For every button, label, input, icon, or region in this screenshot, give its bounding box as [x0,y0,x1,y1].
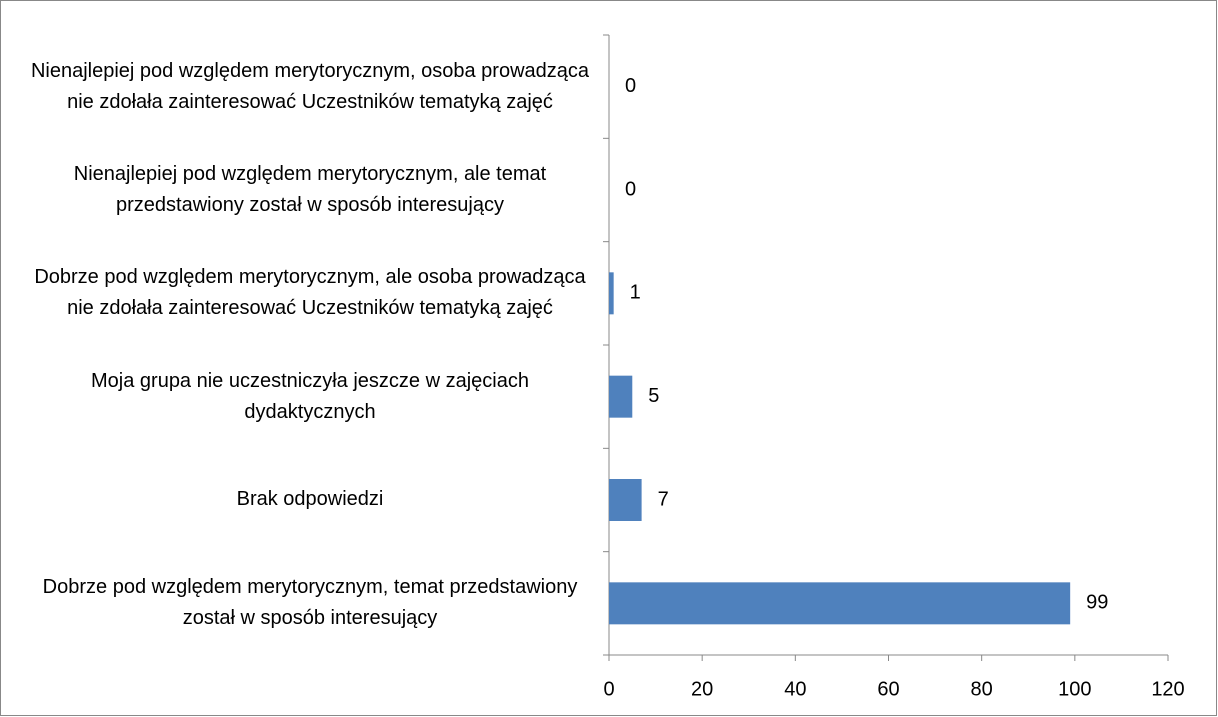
bar [609,582,1071,625]
bar [609,479,642,521]
x-tick-label: 120 [1151,678,1184,700]
value-label: 0 [625,75,636,97]
x-tick-label: 100 [1058,678,1091,700]
y-tick-label: Dobrze pod względem merytorycznym, ale o… [34,266,586,320]
y-tick-label: Moja grupa nie uczestniczyła jeszcze w z… [91,369,529,423]
x-tick-label: 60 [877,678,899,700]
bar [609,375,633,418]
bar [609,272,614,315]
x-tick-label: 0 [603,678,614,700]
value-label: 99 [1086,592,1108,614]
y-tick-label: Nienajlepiej pod względem merytorycznym,… [30,59,590,113]
y-tick-label: Nienajlepiej pod względem merytorycznym,… [73,162,547,216]
value-label: 1 [630,282,641,304]
value-label: 7 [658,488,669,510]
y-tick-label: Brak odpowiedzi [236,488,384,511]
x-tick-label: 20 [691,678,713,700]
value-label: 0 [625,178,636,200]
y-tick-label: Dobrze pod względem merytorycznym, temat… [42,576,578,630]
value-label: 5 [648,385,659,407]
x-tick-label: 80 [971,678,993,700]
x-tick-label: 40 [784,678,806,700]
